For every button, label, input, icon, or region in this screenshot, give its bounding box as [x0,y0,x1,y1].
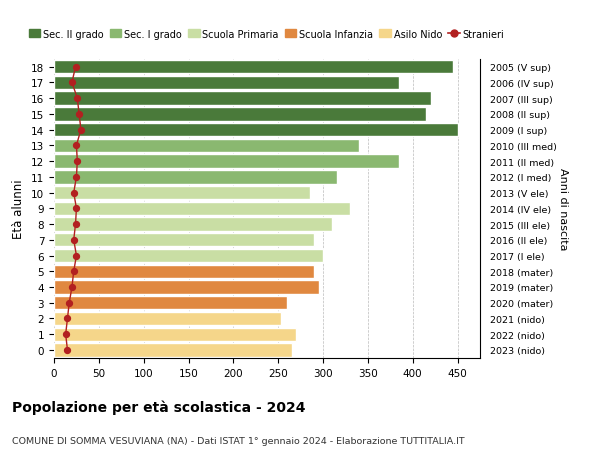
Bar [54,92,431,106]
Point [61,331,70,338]
Y-axis label: Età alunni: Età alunni [13,179,25,239]
Text: COMUNE DI SOMMA VESUVIANA (NA) - Dati ISTAT 1° gennaio 2024 - Elaborazione TUTTI: COMUNE DI SOMMA VESUVIANA (NA) - Dati IS… [12,436,464,445]
Point [69,236,79,244]
Bar [54,234,314,247]
Point [67,79,77,87]
Point [67,284,77,291]
Bar [54,108,426,121]
Point [71,205,81,213]
Point [62,315,72,322]
Bar [54,61,453,74]
Point [71,64,80,71]
Point [69,268,79,275]
Bar [54,343,292,357]
Point [73,158,82,165]
Bar [54,202,350,216]
Legend: Sec. II grado, Sec. I grado, Scuola Primaria, Scuola Infanzia, Asilo Nido, Stran: Sec. II grado, Sec. I grado, Scuola Prim… [25,26,508,44]
Point [71,252,81,260]
Y-axis label: Anni di nascita: Anni di nascita [558,168,568,250]
Point [76,127,86,134]
Bar [54,249,323,263]
Bar [54,281,319,294]
Bar [54,218,332,231]
Point [64,299,74,307]
Bar [54,155,399,168]
Point [71,142,81,150]
Bar [54,265,314,278]
Point [74,111,84,118]
Bar [54,328,296,341]
Bar [54,77,399,90]
Bar [54,186,310,200]
Bar [54,312,281,325]
Point [73,95,82,103]
Point [69,190,79,197]
Text: Popolazione per età scolastica - 2024: Popolazione per età scolastica - 2024 [12,399,305,414]
Point [62,347,72,354]
Bar [54,123,458,137]
Bar [54,140,359,153]
Point [71,174,81,181]
Bar [54,297,287,310]
Point [71,221,80,228]
Bar [54,171,337,184]
